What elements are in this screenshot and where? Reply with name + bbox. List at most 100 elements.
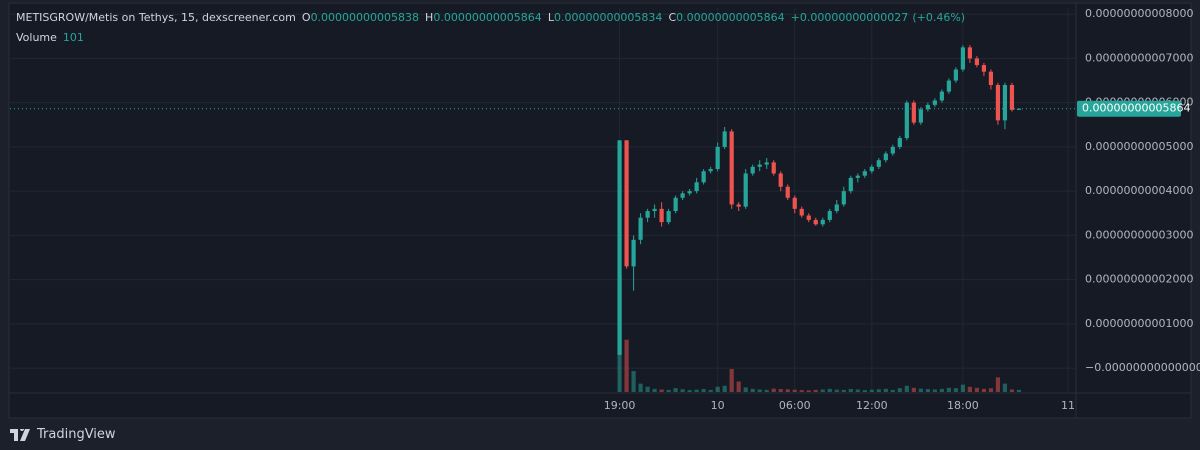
volume-bar [939, 388, 944, 392]
candle-body [701, 171, 706, 183]
legend-key: C [668, 11, 677, 24]
volume-bar [1016, 389, 1022, 392]
candle-body [729, 131, 734, 205]
volume-bar [981, 388, 987, 392]
candle-body [855, 175, 860, 178]
volume-bar [988, 388, 994, 392]
volume-bar [666, 389, 671, 392]
x-tick-label: 11 [1061, 399, 1075, 412]
volume-bar [701, 389, 706, 392]
volume-bar [645, 386, 650, 392]
candle-body [841, 191, 846, 205]
brand-logo [10, 428, 30, 441]
legend-value: 0.00000000005834 [553, 11, 663, 24]
change: +0.00000000000027 [790, 11, 909, 24]
candle-body [799, 208, 804, 216]
volume-bar [673, 388, 678, 392]
legend-value: 0.00000000005864 [433, 11, 542, 24]
candle-body [806, 215, 811, 220]
y-tick-label: 0.00000000005000 [1085, 140, 1193, 153]
brand-name: TradingView [37, 427, 116, 442]
volume-bar [967, 386, 973, 392]
volume-bar [869, 389, 874, 392]
volume-bar [960, 384, 965, 392]
legend-key: H [425, 11, 434, 24]
volume-bar [974, 387, 980, 392]
volume-bar [680, 389, 685, 392]
candle-body [967, 47, 973, 59]
volume-bar [862, 390, 867, 392]
candles [10, 45, 1075, 355]
candle-body [792, 197, 797, 209]
volume-bar [694, 389, 699, 392]
change-pct: (+0.46%) [912, 11, 966, 24]
last-price-tag [1077, 100, 1181, 117]
y-tick-label: 0.00000000004000 [1085, 184, 1193, 197]
candle-body [939, 91, 944, 101]
legend-value: 0.00000000005838 [310, 11, 420, 24]
x-tick-label: 12:00 [856, 399, 888, 412]
volume-bar [827, 388, 832, 392]
legend-value: 0.00000000005864 [676, 11, 785, 24]
candle-body [736, 204, 741, 207]
y-tick-label: −0.00000000000000 [1085, 361, 1200, 374]
candle-body [904, 102, 909, 139]
volume-bar [932, 389, 937, 392]
candle-body [897, 138, 902, 147]
volume-bar [659, 389, 664, 392]
volume-bar [799, 390, 804, 392]
candle-body [918, 109, 923, 123]
volume-bar [624, 339, 629, 392]
candle-body [757, 164, 762, 167]
candle-body [1009, 84, 1015, 110]
volume-bar [806, 390, 811, 392]
last-price-label: 0.00000000005864 [1082, 102, 1190, 115]
volume-bar [785, 389, 790, 392]
volume-bar [848, 389, 853, 392]
legend-header: METISGROW/Metis on Tethys, 15, dexscreen… [16, 11, 965, 24]
y-tick-label: 0.00000000007000 [1085, 51, 1193, 64]
candle-body [771, 162, 776, 174]
volume-bar [750, 388, 755, 392]
chart: 0.00000000008000 0.00000000007000 0.000000… [8, 2, 1200, 419]
candle-body [750, 166, 755, 174]
volume-bar [792, 389, 797, 392]
candle-body [687, 191, 692, 194]
volume-bar [820, 389, 825, 392]
x-tick-label: 06:00 [779, 399, 811, 412]
candle-body [911, 102, 916, 123]
volume-bar [813, 389, 818, 392]
volume-bar [778, 389, 783, 392]
candle-body [883, 153, 888, 161]
volume-bar [687, 390, 692, 392]
volume-name: Volume [16, 31, 57, 44]
volume-bar [736, 381, 741, 392]
volume-bar [925, 389, 930, 392]
candle-body [813, 219, 818, 225]
candle-body [666, 211, 671, 223]
volume-bar [722, 385, 727, 392]
candle-body [925, 104, 930, 110]
candle-body [834, 204, 839, 212]
y-tick-label: 0.00000000003000 [1085, 228, 1193, 241]
candle-body [652, 208, 657, 212]
symbol: METISGROW/Metis on Tethys, 15, dexscreen… [16, 11, 296, 24]
candle-body [624, 140, 629, 267]
volume-bar [1002, 383, 1008, 392]
candle-body [715, 146, 720, 170]
candle-body [645, 211, 650, 218]
legend-key: L [547, 11, 554, 24]
volume-bar [631, 371, 636, 392]
brand[interactable]: TradingView [10, 427, 116, 442]
candle-body [659, 208, 664, 223]
volume-bar [841, 389, 846, 392]
y-tick-label: 0.00000000008000 [1085, 7, 1193, 20]
candle-body [708, 169, 713, 172]
volume-bar [708, 389, 713, 392]
volume-bar [953, 388, 958, 392]
candle-body [820, 219, 825, 225]
x-tick-label: 10 [711, 399, 725, 412]
volume-bar [743, 387, 748, 392]
volume-bar [771, 388, 776, 392]
volume-bar [897, 388, 902, 392]
